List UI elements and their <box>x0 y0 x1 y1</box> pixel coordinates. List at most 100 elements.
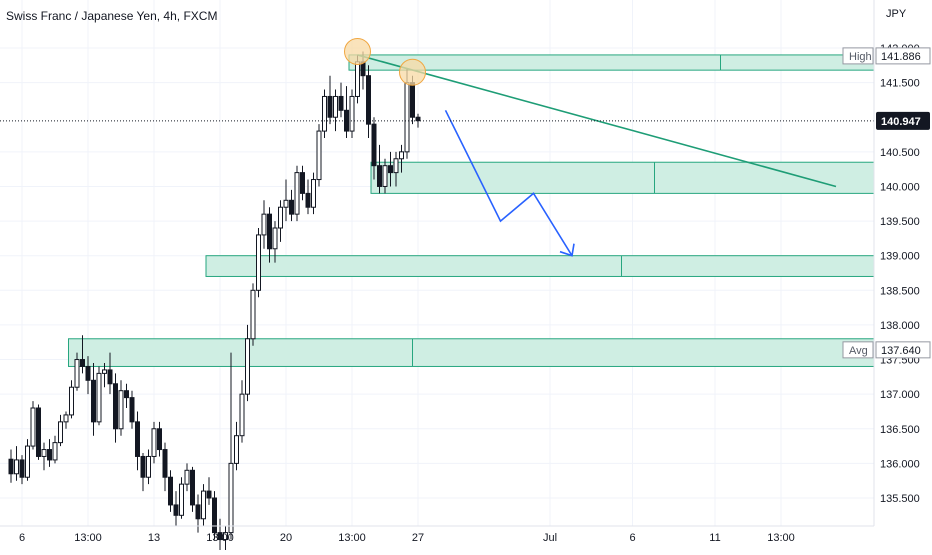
candle-body <box>25 445 30 478</box>
candle-body <box>377 165 382 187</box>
candle-body <box>8 458 14 475</box>
price-value-label: 141.886 <box>881 51 921 63</box>
candle-body <box>388 165 393 174</box>
candle-body <box>415 116 421 122</box>
price-tag-label: Avg <box>849 345 868 357</box>
candle-body <box>107 369 113 385</box>
candle-body <box>382 165 388 187</box>
candle-body <box>14 459 19 475</box>
supply-demand-zone[interactable] <box>68 338 875 367</box>
time-tick-label: 13:00 <box>206 532 234 544</box>
candle-body <box>118 390 124 430</box>
time-tick-label: 20 <box>280 532 292 544</box>
time-tick-label: 6 <box>19 532 25 544</box>
candle-body <box>190 469 195 506</box>
candle-body <box>179 483 184 516</box>
candle-body <box>322 95 327 132</box>
candle-body <box>393 158 399 174</box>
candle-body <box>58 421 63 444</box>
price-value-box <box>875 47 931 65</box>
candle-body <box>261 213 267 236</box>
price-tick-label: 140.000 <box>880 181 920 193</box>
time-tick-label: 13:00 <box>767 532 795 544</box>
candle-body <box>305 192 311 208</box>
candle-body <box>217 532 223 541</box>
supply-demand-zone[interactable] <box>348 54 875 71</box>
candle-body <box>135 421 140 457</box>
candle-body <box>289 199 294 215</box>
candle-body <box>140 455 146 478</box>
candle-body <box>234 435 239 464</box>
price-tick-label: 139.000 <box>880 251 920 263</box>
time-tick-label: 11 <box>709 532 720 544</box>
price-axis[interactable] <box>874 0 932 550</box>
price-value-box <box>875 341 931 359</box>
price-tick-label: 138.500 <box>880 285 920 297</box>
time-tick-label: 13:00 <box>74 532 102 544</box>
candle-body <box>256 234 261 291</box>
candle-body <box>338 95 344 111</box>
price-tick-label: 135.500 <box>880 493 920 505</box>
candle-body <box>272 227 278 250</box>
candle-body <box>294 172 300 215</box>
current-price-label: 140.947 <box>881 116 921 128</box>
current-price-marker <box>876 111 930 130</box>
supply-demand-zone[interactable] <box>370 161 875 194</box>
time-tick-label: 13 <box>148 532 160 544</box>
candle-body <box>41 449 47 457</box>
candle-body <box>239 393 245 437</box>
price-tick-label: 138.000 <box>880 320 920 332</box>
chart-title: Swiss Franc / Japanese Yen, 4h, FXCM <box>6 9 218 23</box>
candle-body <box>91 379 96 423</box>
candle-body <box>410 82 415 118</box>
time-tick-label: 13:00 <box>338 532 366 544</box>
price-tag-box <box>842 47 874 65</box>
candle-body <box>399 151 404 160</box>
candle-body <box>162 449 168 478</box>
price-tick-label: 137.000 <box>880 389 920 401</box>
candle-body <box>47 449 52 461</box>
candle-body <box>300 172 305 194</box>
candle-body <box>195 504 201 520</box>
price-tick-label: 140.500 <box>880 147 920 159</box>
candle-body <box>173 504 179 516</box>
candle-body <box>283 199 289 208</box>
candle-body <box>113 383 118 430</box>
candle-body <box>157 428 162 451</box>
candle-body <box>327 95 333 118</box>
candle-body <box>404 82 410 153</box>
candle-body <box>129 397 135 423</box>
time-tick-label: Jul <box>543 532 557 544</box>
candle-body <box>245 338 250 395</box>
candle-body <box>85 365 91 381</box>
trendline[interactable] <box>357 54 837 188</box>
candle-body <box>206 490 212 499</box>
candle-body <box>355 61 360 97</box>
candle-body <box>278 206 283 229</box>
candle-body <box>80 359 85 367</box>
candle-body <box>69 386 74 416</box>
candle-body <box>102 369 107 374</box>
candle-body <box>371 123 377 167</box>
candle-body <box>52 442 58 461</box>
candle-body <box>184 469 190 485</box>
candle-body <box>366 75 371 125</box>
price-tick-label: 141.500 <box>880 78 920 90</box>
candle-body <box>311 179 316 208</box>
price-tick-label: 136.000 <box>880 458 920 470</box>
candle-body <box>223 532 228 541</box>
highlight-circle[interactable] <box>399 58 426 86</box>
candle-body <box>349 95 355 132</box>
candle-body <box>74 359 80 388</box>
projection-arrowhead <box>559 243 575 257</box>
price-tag-label: High <box>849 51 872 63</box>
candle-body <box>124 390 129 399</box>
highlight-circle[interactable] <box>344 37 371 65</box>
price-tick-label: 139.500 <box>880 216 920 228</box>
price-tag-box <box>842 341 874 359</box>
projection-path[interactable] <box>444 109 573 257</box>
candle-body <box>250 289 256 340</box>
supply-demand-zone[interactable] <box>205 255 875 277</box>
